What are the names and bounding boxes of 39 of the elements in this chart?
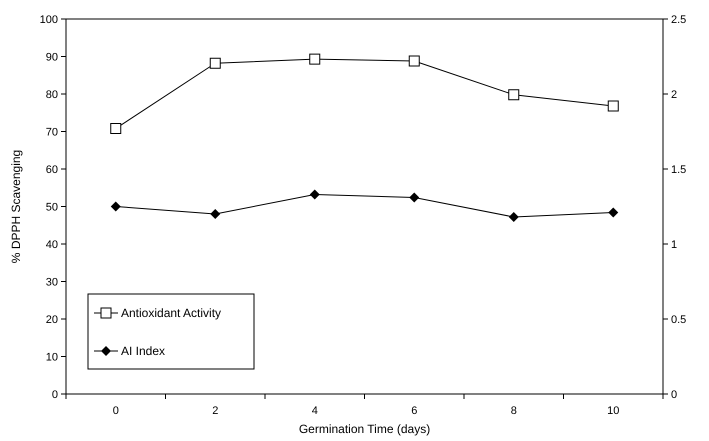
- point: [309, 54, 320, 65]
- point: [210, 209, 220, 219]
- x-tick-label: 4: [312, 405, 318, 417]
- point: [608, 100, 619, 112]
- point: [409, 192, 420, 202]
- y-tick-label: 30: [46, 276, 58, 288]
- y2-tick-label: 2.5: [671, 14, 686, 26]
- y-tick-label: 20: [46, 314, 58, 326]
- y2-tick-label: 1.5: [671, 164, 686, 176]
- y-tick-label: 90: [46, 51, 58, 64]
- point: [508, 212, 519, 222]
- x-tick-label: 2: [212, 405, 218, 417]
- point: [110, 202, 121, 212]
- point: [310, 190, 320, 200]
- y2-tick-label: 1: [671, 238, 678, 251]
- y-tick-label: 50: [46, 201, 58, 214]
- point: [608, 208, 618, 218]
- y-tick-label: 100: [40, 14, 58, 26]
- y-tick-label: 80: [46, 88, 58, 101]
- x-axis-title: Germination Time (days): [298, 422, 430, 436]
- y-tick-label: 40: [46, 238, 58, 251]
- y-tick-label: 10: [46, 351, 58, 364]
- y2-tick-label: 0: [671, 388, 678, 401]
- x-tick-label: 8: [510, 405, 517, 417]
- y2-tick-label: 2: [671, 88, 678, 101]
- point: [508, 89, 520, 100]
- y-tick-label: 60: [46, 164, 58, 176]
- x-tick-label: 6: [411, 405, 418, 417]
- y2-tick-label: 0.5: [671, 314, 686, 326]
- point: [110, 123, 122, 134]
- x-tick-label: 10: [607, 405, 620, 417]
- point: [210, 58, 221, 69]
- x-tick-label: 0: [112, 405, 119, 417]
- y-tick-label: 70: [46, 126, 58, 138]
- y-tick-label: 0: [52, 388, 58, 401]
- point: [408, 56, 420, 66]
- legend-label: AI Index: [121, 344, 166, 358]
- y-axis-title: % DPPH Scavenging: [9, 150, 23, 264]
- legend-label: Antioxidant Activity: [121, 306, 222, 320]
